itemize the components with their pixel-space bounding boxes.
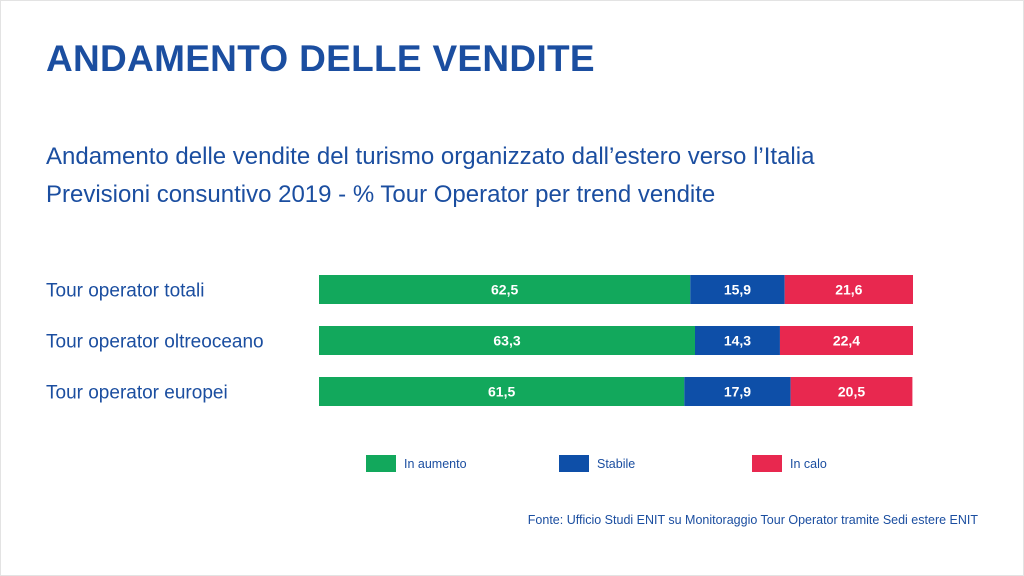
category-label: Tour operator oltreoceano (46, 332, 264, 353)
data-label: 17,9 (724, 384, 751, 400)
source-note: Fonte: Ufficio Studi ENIT su Monitoraggi… (527, 513, 978, 527)
data-label: 62,5 (491, 282, 518, 298)
page-title: ANDAMENTO DELLE VENDITE (46, 38, 595, 79)
legend-swatch (752, 455, 782, 472)
data-label: 63,3 (493, 333, 520, 349)
bar-segment (695, 326, 780, 355)
subtitle-line-1: Andamento delle vendite del turismo orga… (46, 143, 815, 170)
data-label: 20,5 (838, 384, 865, 400)
legend-swatch (559, 455, 589, 472)
legend-label: Stabile (597, 457, 635, 471)
bar-segment (784, 275, 913, 304)
data-label: 22,4 (833, 333, 860, 349)
legend-label: In calo (790, 457, 827, 471)
bar-segment (779, 326, 913, 355)
data-label: 61,5 (488, 384, 515, 400)
bar-segment (319, 326, 696, 355)
bar-segment (319, 275, 691, 304)
chart-subtitle: Andamento delle vendite del turismo orga… (46, 138, 814, 214)
subtitle-line-2: Previsioni consuntivo 2019 - % Tour Oper… (46, 181, 716, 208)
bar-segment (319, 377, 685, 406)
legend-swatch (366, 455, 396, 472)
bar-segment (790, 377, 913, 406)
data-label: 21,6 (835, 282, 862, 298)
category-label: Tour operator europei (46, 383, 228, 404)
data-label: 14,3 (724, 333, 751, 349)
category-label: Tour operator totali (46, 281, 204, 302)
bar-segment (684, 377, 791, 406)
bar-segment (690, 275, 785, 304)
data-label: 15,9 (724, 282, 751, 298)
legend-label: In aumento (404, 457, 467, 471)
